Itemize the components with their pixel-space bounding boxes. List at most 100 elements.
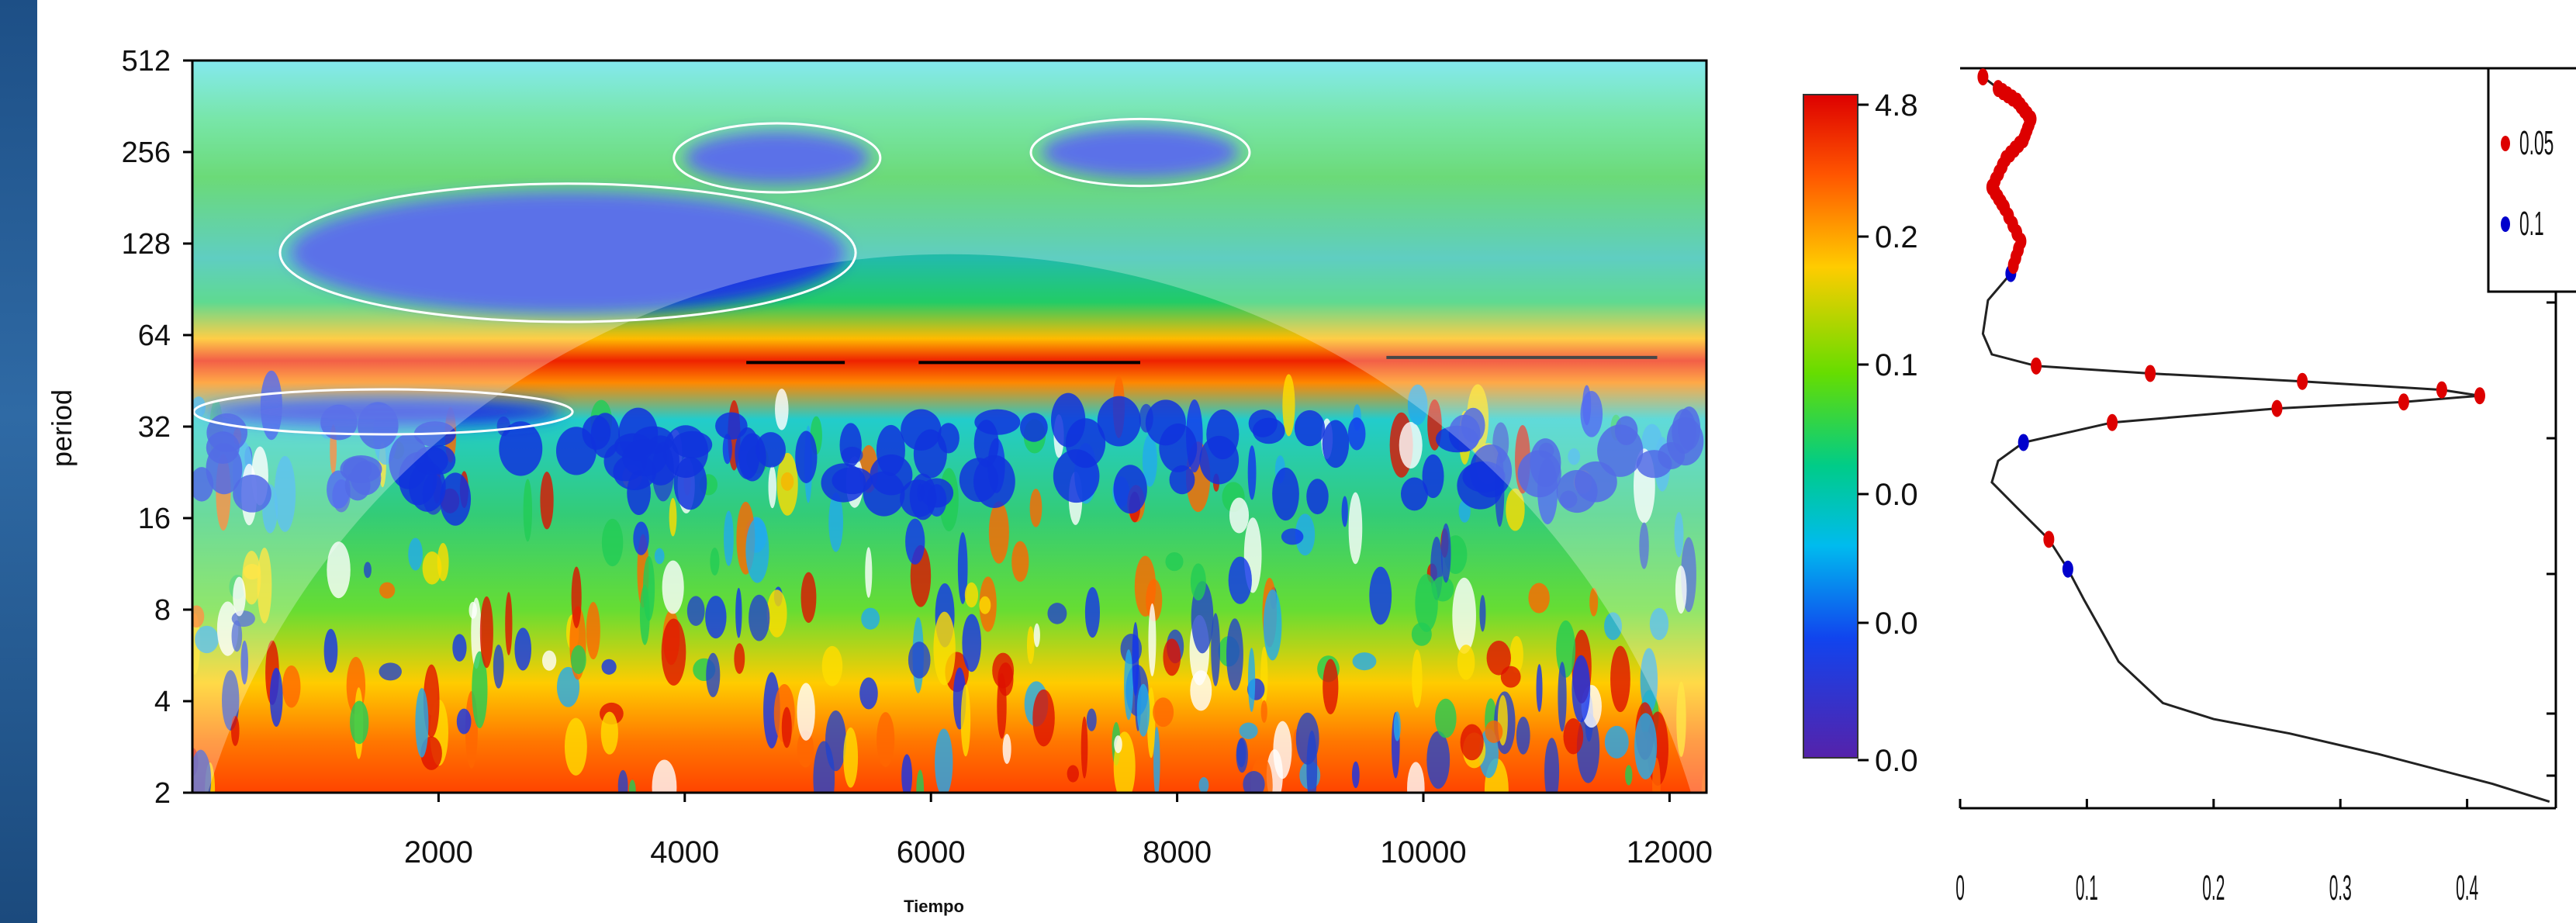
texture-blob bbox=[1097, 396, 1141, 447]
texture-blob bbox=[350, 700, 369, 745]
colorbar-tick-label: 0.2 bbox=[1875, 220, 1918, 254]
texture-blob bbox=[479, 596, 493, 669]
significance-contour bbox=[673, 122, 882, 194]
texture-blob bbox=[1597, 424, 1644, 477]
x-tick-label: 8000 bbox=[1143, 835, 1212, 869]
texture-blob bbox=[1145, 399, 1186, 446]
texture-blob bbox=[1198, 776, 1209, 793]
texture-blob bbox=[472, 651, 488, 728]
texture-blob bbox=[1211, 613, 1220, 686]
texture-blob bbox=[415, 687, 429, 758]
texture-blob bbox=[828, 492, 843, 552]
texture-blob bbox=[379, 582, 396, 599]
texture-blob bbox=[1509, 636, 1523, 673]
significance-marker bbox=[2297, 372, 2308, 390]
texture-blob bbox=[1263, 589, 1282, 661]
texture-blob bbox=[1460, 724, 1484, 761]
texture-blob bbox=[1674, 512, 1684, 558]
significance-marker bbox=[2398, 393, 2409, 411]
texture-blob bbox=[499, 421, 543, 476]
texture-blob bbox=[654, 548, 665, 565]
texture-blob bbox=[1067, 765, 1079, 783]
texture-blob bbox=[601, 659, 617, 675]
texture-blob bbox=[1295, 712, 1319, 765]
texture-blob bbox=[1426, 731, 1451, 789]
texture-blob bbox=[935, 728, 953, 793]
texture-blob bbox=[514, 627, 532, 671]
x-tick-label: 4000 bbox=[650, 835, 719, 869]
colorbar-tick-label: 4.8 bbox=[1875, 88, 1918, 123]
texture-blob bbox=[556, 666, 580, 707]
texture-blob bbox=[243, 564, 261, 580]
spectrum-x-tick-label: 0.4 bbox=[2456, 868, 2478, 907]
texture-blob bbox=[781, 707, 792, 748]
spectrum-x-tick-label: 0.1 bbox=[2076, 868, 2098, 907]
texture-blob bbox=[933, 611, 956, 686]
texture-blob bbox=[979, 596, 991, 614]
texture-blob bbox=[776, 452, 798, 516]
texture-blob bbox=[1260, 700, 1267, 723]
significance-marker bbox=[2015, 97, 2027, 115]
texture-blob bbox=[1114, 735, 1122, 754]
significance-marker bbox=[2271, 399, 2283, 417]
texture-blob bbox=[662, 560, 684, 614]
texture-blob bbox=[735, 427, 760, 479]
texture-blob bbox=[735, 587, 742, 638]
texture-blob bbox=[1528, 582, 1550, 614]
texture-blob bbox=[1352, 652, 1377, 671]
texture-blob bbox=[863, 471, 905, 517]
significance-marker bbox=[2043, 531, 2055, 548]
texture-blob bbox=[1422, 454, 1444, 499]
colorbar-tick-label: 0.0 bbox=[1875, 744, 1918, 778]
texture-blob bbox=[1190, 563, 1206, 601]
legend-label: 0.1 bbox=[2519, 205, 2544, 243]
texture-blob bbox=[1486, 640, 1511, 676]
texture-blob bbox=[901, 754, 913, 793]
texture-blob bbox=[1341, 496, 1348, 527]
texture-blob bbox=[1002, 734, 1011, 764]
texture-blob bbox=[633, 521, 649, 555]
texture-blob bbox=[282, 665, 301, 708]
texture-blob bbox=[327, 541, 351, 599]
texture-blob bbox=[705, 596, 727, 639]
texture-blob bbox=[1516, 716, 1530, 755]
texture-blob bbox=[1282, 374, 1295, 437]
texture-blob bbox=[1273, 721, 1292, 780]
texture-blob bbox=[642, 555, 655, 621]
texture-blob bbox=[1026, 626, 1035, 665]
colorbar-gradient bbox=[1803, 94, 1859, 759]
texture-blob bbox=[1401, 477, 1428, 511]
texture-blob bbox=[686, 596, 705, 627]
texture-blob bbox=[724, 510, 734, 566]
texture-blob bbox=[1435, 698, 1457, 738]
texture-blob bbox=[452, 634, 467, 662]
texture-blob bbox=[1348, 492, 1363, 565]
texture-blob bbox=[1169, 465, 1195, 495]
texture-blob bbox=[832, 467, 873, 495]
texture-blob bbox=[1589, 587, 1599, 617]
texture-blob bbox=[1572, 655, 1591, 723]
texture-blob bbox=[1136, 683, 1150, 737]
colorbar: 4.8 0.2 0.1 0.0 0.0 0.0 bbox=[1803, 88, 1918, 778]
spectrum-series-line bbox=[1981, 75, 2550, 804]
texture-blob bbox=[710, 548, 720, 576]
texture-blob bbox=[1033, 623, 1040, 648]
texture-blob bbox=[877, 712, 895, 767]
heatmap-x-label: Tiempo bbox=[904, 897, 964, 916]
texture-blob bbox=[766, 589, 787, 638]
spectrum-x-tick-label: 0.2 bbox=[2202, 868, 2225, 907]
texture-blob bbox=[1676, 681, 1686, 757]
texture-blob bbox=[1199, 435, 1240, 485]
x-tick-label: 10000 bbox=[1380, 835, 1466, 869]
texture-blob bbox=[1399, 422, 1423, 469]
significance-marker bbox=[2013, 240, 2024, 258]
texture-blob bbox=[1247, 445, 1257, 500]
significance-marker bbox=[2062, 560, 2073, 578]
texture-blob bbox=[1081, 716, 1088, 779]
texture-blob bbox=[1190, 670, 1212, 711]
spectrum-significance-markers bbox=[1977, 68, 2485, 578]
texture-blob bbox=[745, 517, 769, 583]
texture-blob bbox=[756, 432, 787, 468]
texture-blob bbox=[540, 472, 554, 530]
texture-blob bbox=[206, 443, 243, 495]
